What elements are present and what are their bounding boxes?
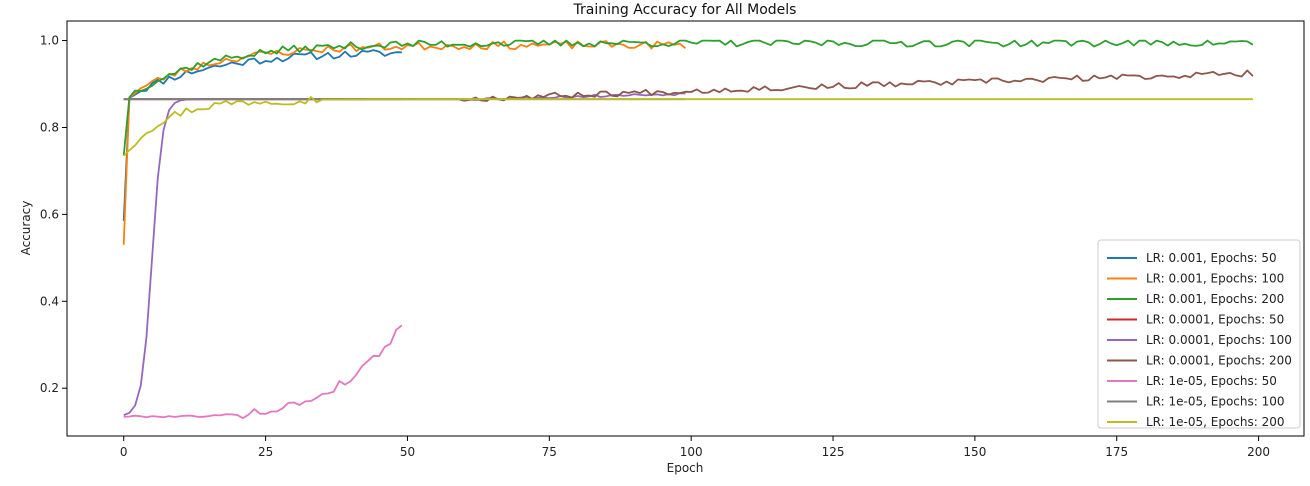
series-line-1 (122, 40, 687, 245)
y-tick-label: 0.2 (40, 381, 59, 395)
series-line-8 (123, 96, 1253, 157)
legend-entry: LR: 0.0001, Epochs: 100 (1146, 333, 1292, 347)
x-tick-label: 125 (822, 445, 845, 459)
x-tick-label: 25 (258, 445, 273, 459)
chart-title: Training Accuracy for All Models (573, 2, 797, 18)
legend-entry: LR: 0.001, Epochs: 50 (1146, 251, 1277, 265)
legend-box (1097, 239, 1301, 429)
series-line-2 (122, 39, 1254, 156)
legend-entry: LR: 1e-05, Epochs: 200 (1146, 415, 1285, 429)
series-line-5 (123, 69, 1254, 102)
series-line-4 (123, 92, 686, 417)
x-tick-label: 100 (680, 445, 703, 459)
x-tick-label: 200 (1247, 445, 1270, 459)
y-tick-label: 0.8 (40, 120, 59, 134)
legend-entry: LR: 1e-05, Epochs: 100 (1146, 395, 1285, 409)
y-tick-label: 0.6 (40, 207, 59, 221)
x-tick-label: 175 (1105, 445, 1128, 459)
y-tick-label: 0.4 (40, 294, 59, 308)
series-lines (122, 39, 1254, 419)
series-line-6 (123, 324, 403, 419)
x-axis: 0 25 50 75 100 125 150 175 200 (120, 436, 1270, 459)
y-tick-label: 1.0 (40, 34, 59, 48)
legend-entry: LR: 0.001, Epochs: 200 (1146, 292, 1284, 306)
legend-entry: LR: 1e-05, Epochs: 50 (1146, 374, 1277, 388)
x-tick-label: 75 (542, 445, 557, 459)
x-tick-label: 0 (120, 445, 128, 459)
legend-entry: LR: 0.0001, Epochs: 200 (1146, 354, 1292, 368)
y-axis: 0.2 0.4 0.6 0.8 1.0 (40, 34, 67, 395)
x-tick-label: 50 (400, 445, 415, 459)
series-line-0 (122, 49, 402, 221)
x-axis-label: Epoch (667, 461, 704, 475)
x-tick-label: 150 (963, 445, 986, 459)
plot-area-frame (66, 20, 1305, 437)
legend: LR: 0.001, Epochs: 50 LR: 0.001, Epochs: … (1097, 239, 1301, 429)
legend-entry: LR: 0.0001, Epochs: 50 (1146, 313, 1284, 327)
legend-entry: LR: 0.001, Epochs: 100 (1146, 272, 1284, 286)
y-axis-label: Accuracy (19, 201, 33, 256)
